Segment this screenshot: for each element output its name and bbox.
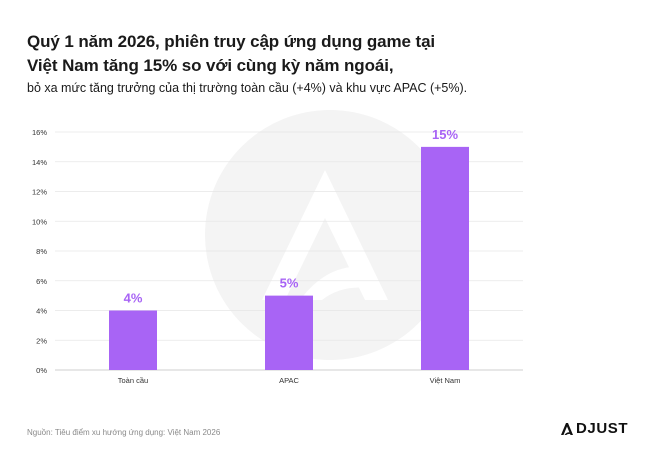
y-tick-label: 0% xyxy=(36,366,47,375)
chart-subtitle: bỏ xa mức tăng trưởng của thị trường toà… xyxy=(27,81,468,95)
y-tick-label: 2% xyxy=(36,336,47,345)
y-tick-label: 4% xyxy=(36,307,47,316)
bar xyxy=(265,295,313,370)
watermark-logo xyxy=(205,110,455,360)
data-label: 4% xyxy=(124,291,143,306)
y-tick-label: 10% xyxy=(32,217,47,226)
y-tick-label: 16% xyxy=(32,128,47,137)
y-tick-label: 14% xyxy=(32,158,47,167)
y-tick-label: 8% xyxy=(36,247,47,256)
y-tick-label: 12% xyxy=(32,188,47,197)
x-tick-label: APAC xyxy=(279,376,299,385)
bar xyxy=(109,310,157,370)
brand-name: DJUST xyxy=(576,420,629,437)
source-note: Nguồn: Tiêu điểm xu hướng ứng dụng: Việt… xyxy=(27,428,221,437)
x-tick-label: Toàn cầu xyxy=(118,376,148,385)
title-line-1: Quý 1 năm 2026, phiên truy cập ứng dụng … xyxy=(27,32,436,51)
data-label: 5% xyxy=(280,276,299,291)
x-tick-label: Việt Nam xyxy=(430,376,461,385)
title-line-2: Việt Nam tăng 15% so với cùng kỳ năm ngo… xyxy=(27,56,394,75)
bar xyxy=(421,146,469,370)
adjust-logo: DJUST xyxy=(560,421,628,437)
chart-title: Quý 1 năm 2026, phiên truy cập ứng dụng … xyxy=(27,30,627,78)
data-label: 15% xyxy=(432,127,458,142)
adjust-logo-a-icon xyxy=(561,423,573,435)
y-tick-label: 6% xyxy=(36,277,47,286)
